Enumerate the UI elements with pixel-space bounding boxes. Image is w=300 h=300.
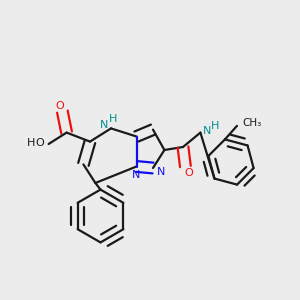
- Text: O: O: [184, 168, 193, 178]
- Text: H: H: [211, 121, 219, 131]
- Text: N: N: [100, 120, 109, 130]
- Text: H: H: [27, 138, 35, 148]
- Text: O: O: [35, 138, 44, 148]
- Text: CH₃: CH₃: [242, 118, 262, 128]
- Text: N: N: [203, 126, 211, 136]
- Text: N: N: [157, 167, 166, 177]
- Text: O: O: [56, 100, 64, 111]
- Text: N: N: [132, 170, 141, 180]
- Text: H: H: [109, 114, 117, 124]
